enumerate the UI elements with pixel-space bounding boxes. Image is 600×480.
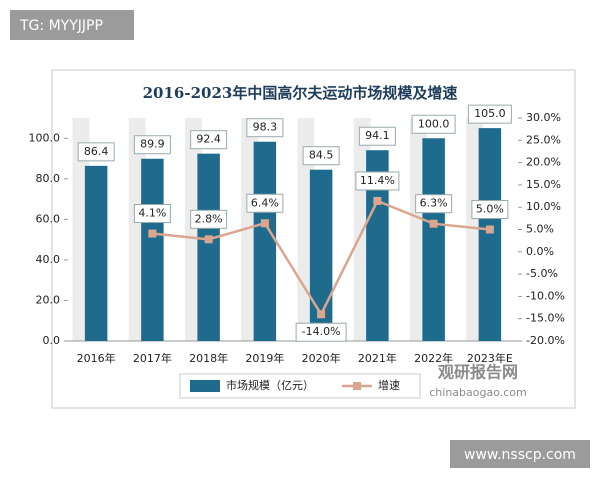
legend-swatch <box>190 380 220 392</box>
line-marker <box>485 225 494 234</box>
line-label: 6.3% <box>420 197 448 210</box>
line-marker <box>317 310 326 319</box>
y-tick-label: 20.0 <box>36 293 61 306</box>
line-marker <box>373 196 382 205</box>
x-tick-label: 2022年 <box>414 351 453 365</box>
bar-label-box <box>190 130 228 150</box>
y2-tick-label: 10.0% <box>526 200 561 213</box>
bar-label: 89.9 <box>140 138 165 151</box>
line-label-box <box>355 171 400 191</box>
bar-label: 92.4 <box>196 133 221 146</box>
bar-label: 94.1 <box>365 129 390 142</box>
bar <box>197 153 220 341</box>
bar <box>366 150 389 341</box>
legend-swatch-marker <box>353 382 361 390</box>
y-tick-label: 100.0 <box>29 131 61 144</box>
y2-tick-label: -5.0% <box>526 267 558 280</box>
bar-label-box <box>302 146 340 166</box>
x-tick-label: 2020年 <box>302 351 341 365</box>
bar-label-box <box>358 126 396 146</box>
x-tick-label: 2016年 <box>77 351 116 365</box>
y2-tick-label: -20.0% <box>526 334 565 347</box>
line-label: 11.4% <box>360 174 395 187</box>
line-label: 2.8% <box>195 212 223 225</box>
y-tick-label: 0.0 <box>43 334 61 347</box>
watermark-name: 观研报告网 <box>438 363 518 382</box>
bar-label-box <box>77 142 115 162</box>
bar-label: 86.4 <box>84 145 109 158</box>
line-marker <box>429 219 438 228</box>
bar <box>422 138 445 341</box>
y-tick-label: 60.0 <box>36 212 61 225</box>
bar <box>84 165 108 341</box>
y2-tick-label: 0.0% <box>526 245 554 258</box>
y2-tick-label: 5.0% <box>526 223 554 236</box>
y2-tick-label: 25.0% <box>526 133 561 146</box>
bar-label: 84.5 <box>309 149 334 162</box>
y2-tick-label: -10.0% <box>526 289 565 302</box>
footer-badge: www.nsscp.com <box>464 447 576 463</box>
line-label-box <box>133 204 171 224</box>
x-tick-label: 2021年 <box>358 351 397 365</box>
y2-tick-label: 30.0% <box>526 111 561 124</box>
x-tick-label: 2017年 <box>133 351 172 365</box>
line-label-box <box>295 322 347 342</box>
legend-label: 市场规模（亿元） <box>226 378 314 392</box>
y2-tick-label: 15.0% <box>526 178 561 191</box>
line-marker <box>148 229 157 238</box>
line-marker <box>204 235 213 244</box>
bar-label-box <box>411 114 456 134</box>
x-tick-label: 2023年E <box>467 351 513 365</box>
bar-label: 105.0 <box>474 107 506 120</box>
y2-tick-label: 20.0% <box>526 156 561 169</box>
chart-title: 2016-2023年中国高尔夫运动市场规模及增速 <box>143 84 458 102</box>
y-tick-label: 40.0 <box>36 253 61 266</box>
line-label-box <box>415 194 453 214</box>
bar-label: 100.0 <box>418 117 450 130</box>
bar-label-box <box>467 104 512 124</box>
line-label: 5.0% <box>476 203 504 216</box>
x-tick-label: 2018年 <box>189 351 228 365</box>
watermark-url: chinabaogao.com <box>429 386 527 399</box>
bar <box>309 169 333 341</box>
bar-label-box <box>246 118 284 138</box>
header-badge-bg <box>10 10 134 40</box>
line-label: 4.1% <box>138 207 166 220</box>
line-label-box <box>471 200 509 219</box>
x-tick-label: 2019年 <box>245 351 284 365</box>
bar <box>253 141 277 341</box>
bar <box>478 128 502 341</box>
line-label: 6.4% <box>251 196 279 209</box>
legend-label: 增速 <box>378 378 400 392</box>
y-tick-label: 80.0 <box>36 172 61 185</box>
line-label: -14.0% <box>302 325 341 338</box>
chart-frame <box>51 69 576 409</box>
line-marker <box>260 219 269 228</box>
footer-badge-bg <box>450 440 590 468</box>
y2-tick-label: -15.0% <box>526 312 565 325</box>
bar <box>141 158 164 341</box>
line-label-box <box>190 209 228 229</box>
plot: 0.0 20.0 40.0 60.0 80.0 100.0 -20.0% -15.0% -10.… <box>29 104 565 399</box>
bar-label-box <box>133 135 171 155</box>
bar-label: 98.3 <box>253 121 278 134</box>
header-badge: TG: MYYJJPP <box>19 18 103 34</box>
line-label-box <box>246 193 284 213</box>
